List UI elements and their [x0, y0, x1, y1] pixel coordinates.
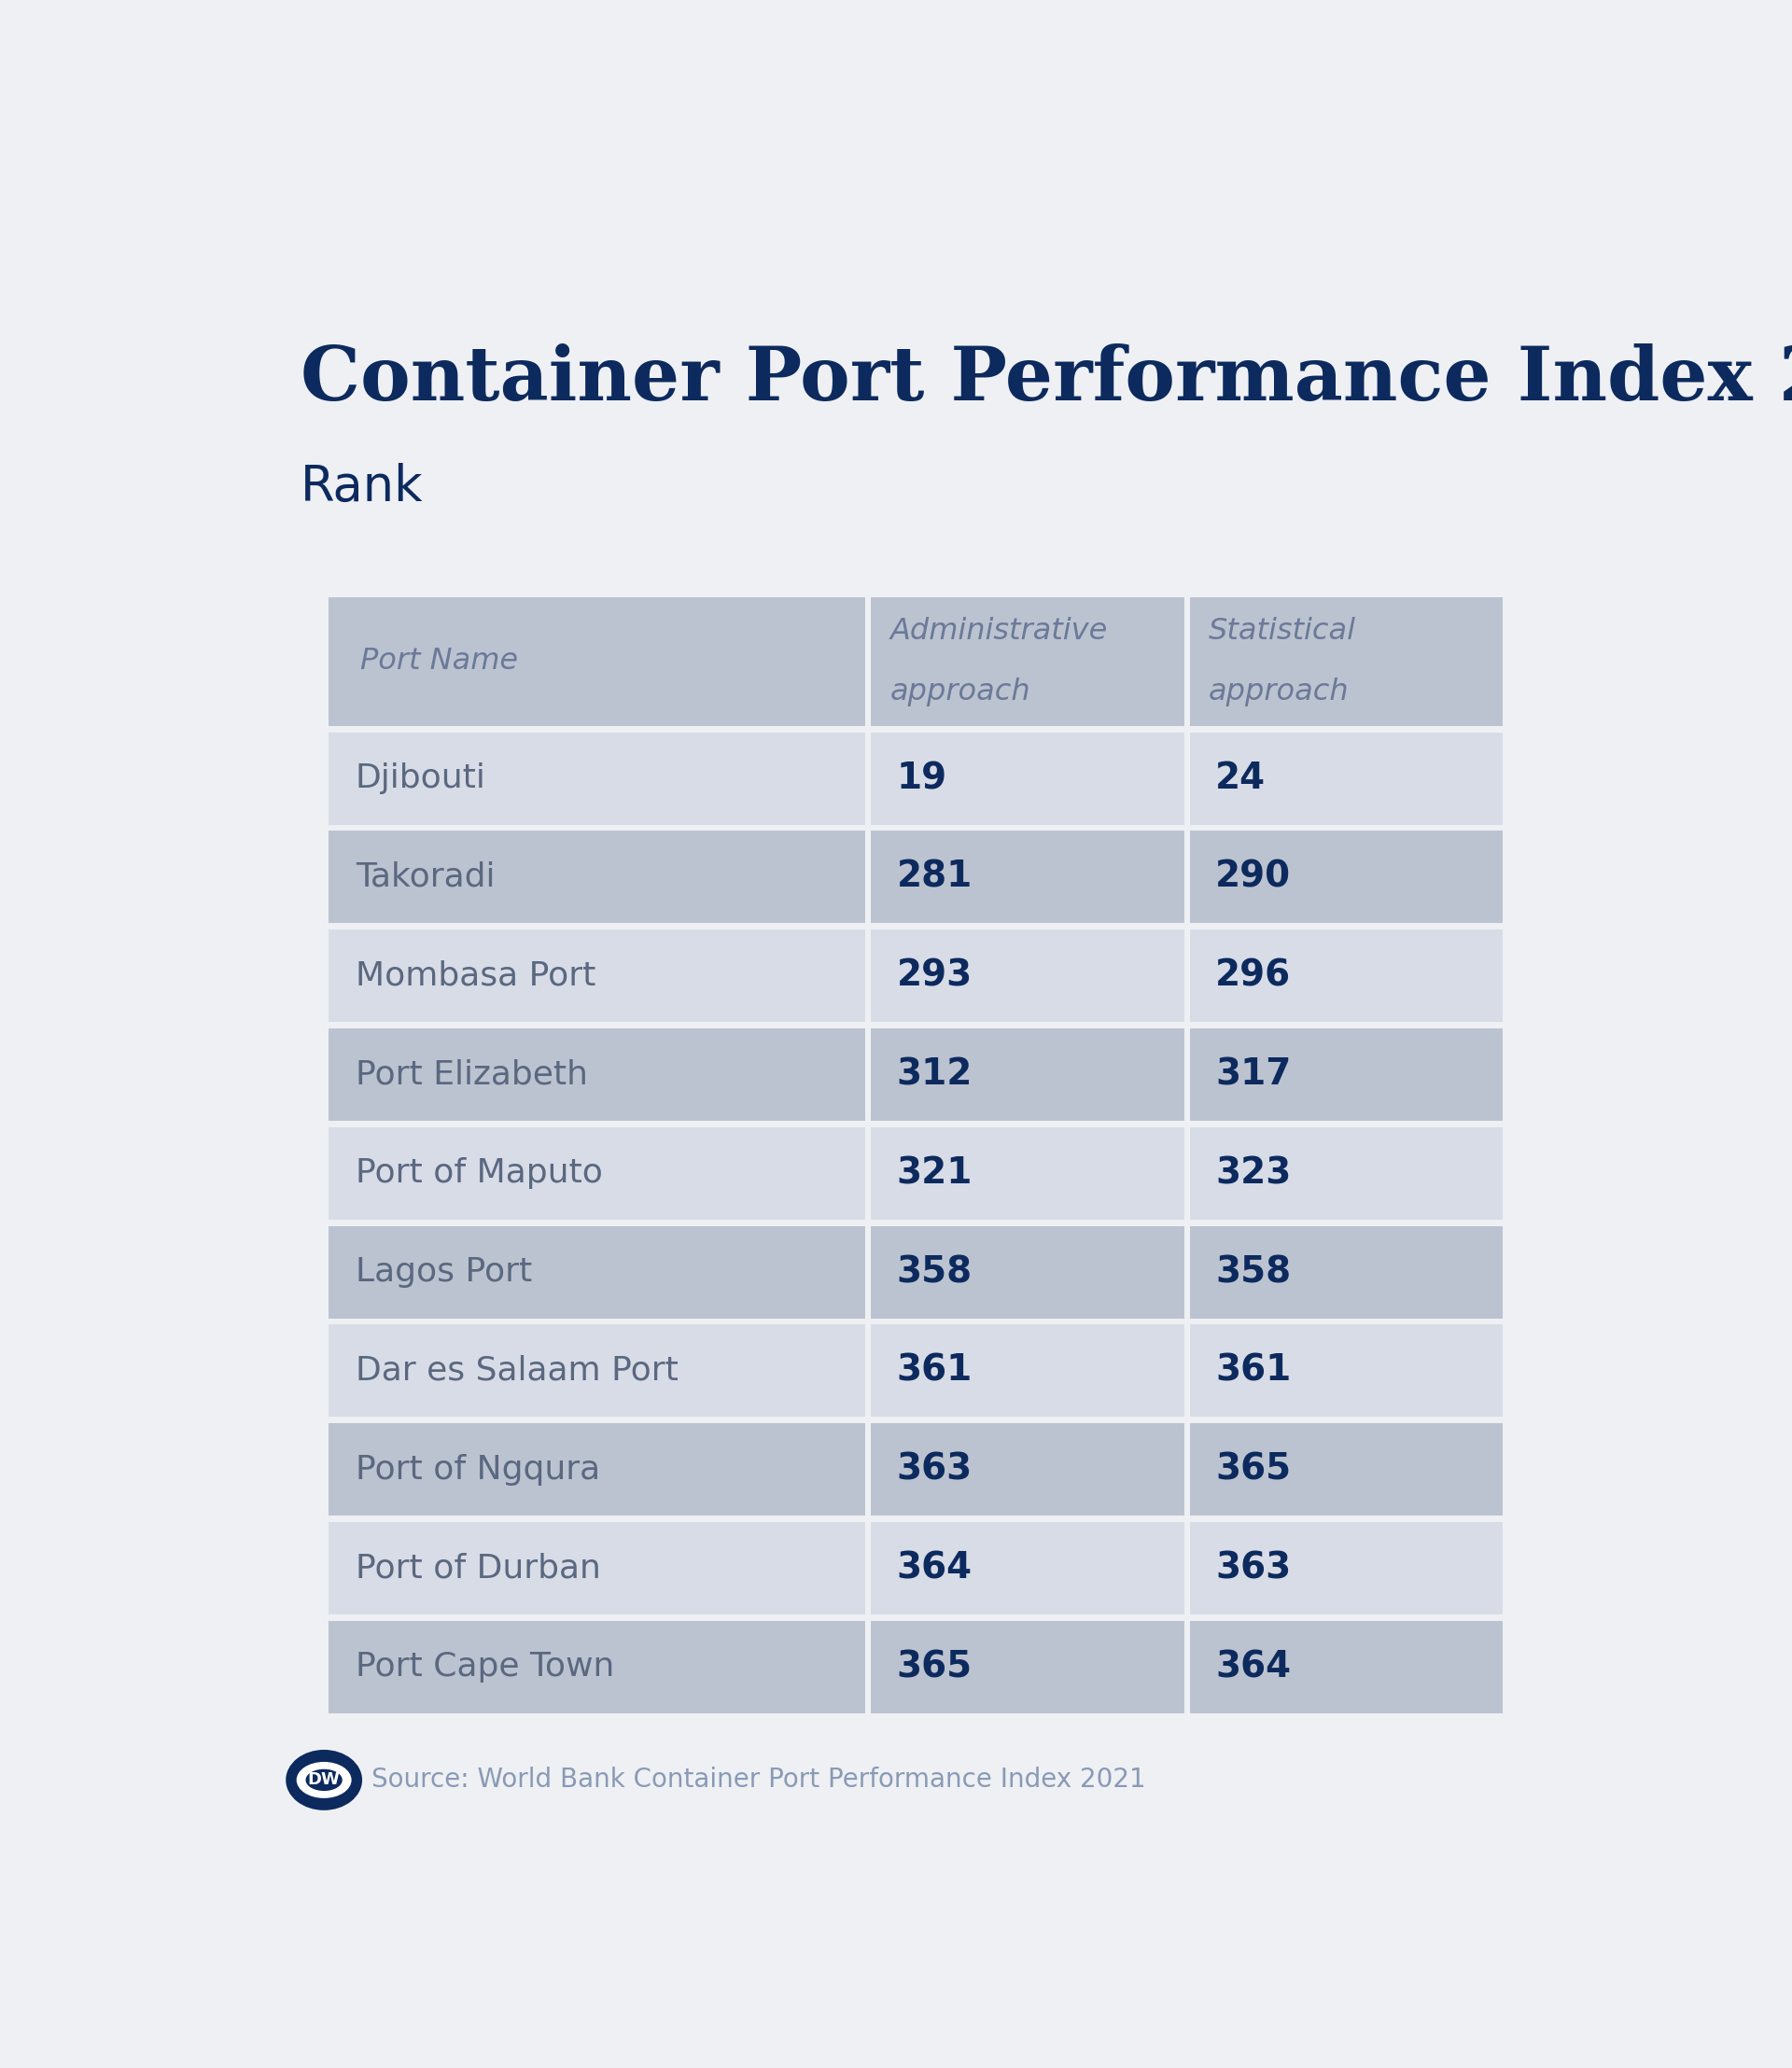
- Text: 363: 363: [896, 1452, 973, 1487]
- FancyBboxPatch shape: [871, 831, 1185, 922]
- FancyBboxPatch shape: [328, 732, 866, 825]
- FancyBboxPatch shape: [328, 1326, 866, 1417]
- FancyBboxPatch shape: [1190, 1127, 1503, 1220]
- Text: 24: 24: [1215, 761, 1265, 796]
- FancyBboxPatch shape: [328, 1028, 866, 1121]
- FancyBboxPatch shape: [328, 931, 866, 1022]
- FancyBboxPatch shape: [328, 1127, 866, 1220]
- Text: 358: 358: [1215, 1255, 1290, 1290]
- Text: 365: 365: [896, 1648, 973, 1685]
- FancyBboxPatch shape: [328, 1621, 866, 1712]
- FancyBboxPatch shape: [328, 1226, 866, 1317]
- Ellipse shape: [306, 1768, 342, 1791]
- Text: 364: 364: [896, 1551, 973, 1586]
- Ellipse shape: [285, 1750, 362, 1810]
- Text: 321: 321: [896, 1156, 973, 1191]
- Text: 293: 293: [896, 957, 973, 993]
- FancyBboxPatch shape: [871, 1028, 1185, 1121]
- FancyBboxPatch shape: [871, 1326, 1185, 1417]
- FancyBboxPatch shape: [871, 1127, 1185, 1220]
- Text: 323: 323: [1215, 1156, 1292, 1191]
- FancyBboxPatch shape: [1190, 1226, 1503, 1317]
- Text: 363: 363: [1215, 1551, 1292, 1586]
- Text: DW: DW: [308, 1772, 340, 1789]
- FancyBboxPatch shape: [871, 598, 1185, 726]
- FancyBboxPatch shape: [1190, 732, 1503, 825]
- Text: 361: 361: [1215, 1352, 1292, 1388]
- FancyBboxPatch shape: [871, 1423, 1185, 1516]
- FancyBboxPatch shape: [871, 1522, 1185, 1615]
- FancyBboxPatch shape: [871, 1621, 1185, 1712]
- Ellipse shape: [296, 1762, 351, 1799]
- Text: Port Name: Port Name: [360, 647, 518, 676]
- Text: Mombasa Port: Mombasa Port: [355, 960, 595, 993]
- FancyBboxPatch shape: [1190, 831, 1503, 922]
- FancyBboxPatch shape: [871, 1226, 1185, 1317]
- Text: 364: 364: [1215, 1648, 1290, 1685]
- Text: Lagos Port: Lagos Port: [355, 1255, 532, 1288]
- Text: Dar es Salaam Port: Dar es Salaam Port: [355, 1355, 677, 1388]
- Text: Takoradi: Takoradi: [355, 860, 495, 893]
- Text: 296: 296: [1215, 957, 1290, 993]
- FancyBboxPatch shape: [328, 1522, 866, 1615]
- FancyBboxPatch shape: [871, 732, 1185, 825]
- Text: Administrative: Administrative: [891, 616, 1107, 645]
- Text: Source: World Bank Container Port Performance Index 2021: Source: World Bank Container Port Perfor…: [371, 1766, 1145, 1793]
- FancyBboxPatch shape: [1190, 1028, 1503, 1121]
- Text: approach: approach: [891, 676, 1030, 705]
- Text: Port of Maputo: Port of Maputo: [355, 1158, 602, 1189]
- FancyBboxPatch shape: [1190, 1326, 1503, 1417]
- Text: 312: 312: [896, 1057, 973, 1092]
- Text: Port Elizabeth: Port Elizabeth: [355, 1059, 588, 1090]
- Text: Djibouti: Djibouti: [355, 763, 486, 794]
- FancyBboxPatch shape: [871, 931, 1185, 1022]
- Text: 365: 365: [1215, 1452, 1290, 1487]
- Text: 19: 19: [896, 761, 948, 796]
- Text: 358: 358: [896, 1255, 973, 1290]
- Text: 281: 281: [896, 860, 973, 895]
- Text: approach: approach: [1208, 676, 1349, 705]
- Text: Port Cape Town: Port Cape Town: [355, 1650, 615, 1683]
- FancyBboxPatch shape: [328, 831, 866, 922]
- FancyBboxPatch shape: [1190, 1423, 1503, 1516]
- FancyBboxPatch shape: [328, 598, 866, 726]
- FancyBboxPatch shape: [1190, 1522, 1503, 1615]
- Text: Port of Durban: Port of Durban: [355, 1553, 600, 1584]
- FancyBboxPatch shape: [1190, 598, 1503, 726]
- Text: Container Port Performance Index 2021: Container Port Performance Index 2021: [301, 343, 1792, 416]
- FancyBboxPatch shape: [1190, 931, 1503, 1022]
- Text: Statistical: Statistical: [1208, 616, 1357, 645]
- Text: 290: 290: [1215, 860, 1290, 895]
- Text: Rank: Rank: [301, 463, 423, 511]
- Text: Port of Ngqura: Port of Ngqura: [355, 1454, 600, 1485]
- FancyBboxPatch shape: [1190, 1621, 1503, 1712]
- FancyBboxPatch shape: [328, 1423, 866, 1516]
- Text: 317: 317: [1215, 1057, 1292, 1092]
- Text: 361: 361: [896, 1352, 973, 1388]
